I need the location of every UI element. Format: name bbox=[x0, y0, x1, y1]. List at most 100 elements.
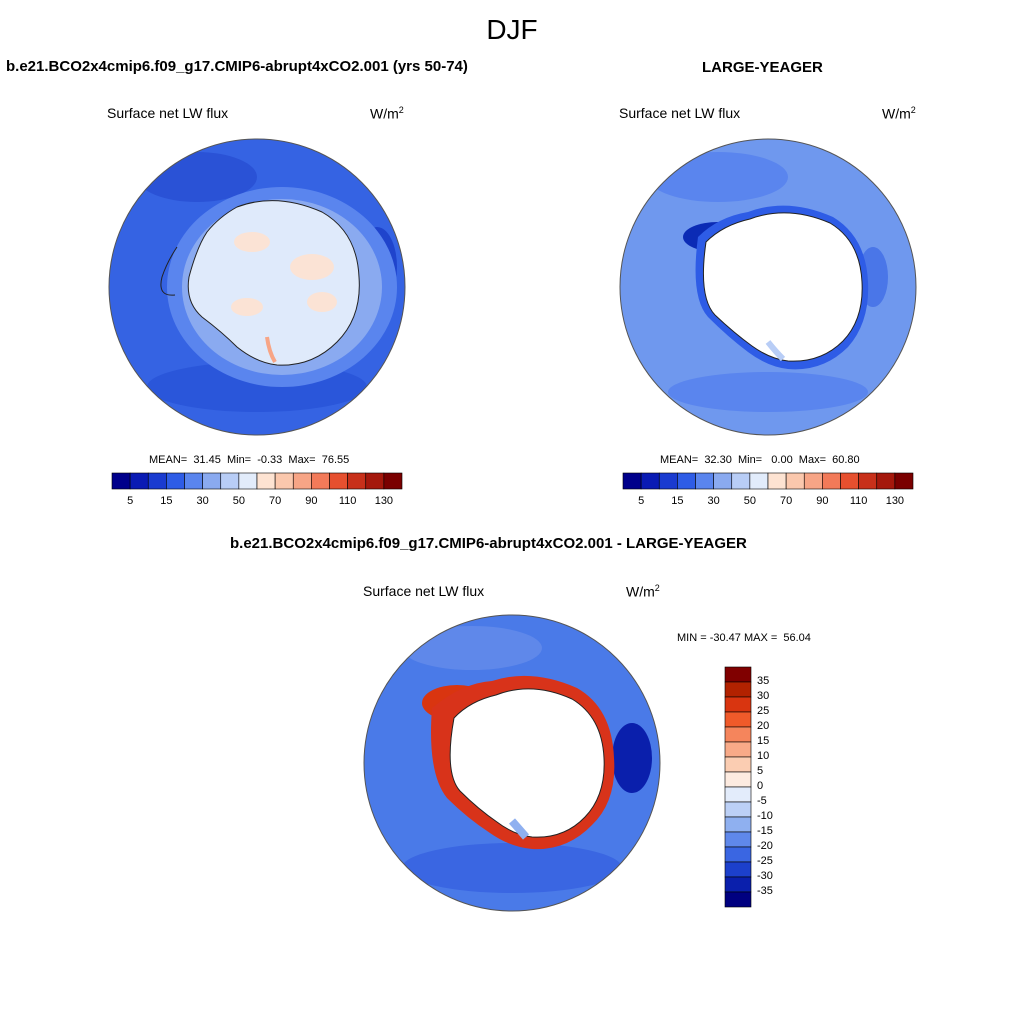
right-colorbar-swatch bbox=[840, 472, 859, 490]
right-panel-title: LARGE-YEAGER bbox=[702, 59, 823, 76]
left-variable-label: Surface net LW flux bbox=[107, 105, 229, 121]
left-colorbar-swatch bbox=[184, 472, 203, 490]
diff-colorbar-tick-label: 20 bbox=[757, 720, 770, 732]
left-colorbar-swatch bbox=[347, 472, 367, 490]
right-colorbar-swatch bbox=[731, 472, 751, 490]
left-stats: MEAN= 31.45 Min= -0.33 Max= 76.55 bbox=[149, 454, 350, 466]
left-colorbar-swatch bbox=[129, 472, 149, 490]
diff-colorbar-swatch bbox=[724, 696, 752, 713]
right-polar-map bbox=[619, 138, 917, 436]
left-colorbar-tick-label: 15 bbox=[160, 495, 173, 507]
left-colorbar-swatch bbox=[329, 472, 348, 490]
diff-units-label: W/m2 bbox=[626, 583, 660, 600]
left-colorbar-swatch bbox=[383, 472, 403, 490]
diff-colorbar-tick-label: 30 bbox=[757, 690, 770, 702]
right-colorbar-swatch bbox=[658, 472, 678, 490]
diff-colorbar-swatch bbox=[724, 861, 752, 878]
left-panel-title: b.e21.BCO2x4cmip6.f09_g17.CMIP6-abrupt4x… bbox=[6, 58, 468, 75]
left-polar-map bbox=[108, 138, 406, 436]
diff-colorbar-tick-label: -15 bbox=[757, 825, 773, 837]
diff-colorbar-tick-label: 0 bbox=[757, 780, 764, 792]
diff-colorbar-tick-label: 15 bbox=[757, 735, 770, 747]
diff-colorbar-swatch bbox=[724, 876, 752, 893]
diff-colorbar-tick-label: -20 bbox=[757, 840, 773, 852]
right-colorbar-swatch bbox=[858, 472, 878, 490]
left-antarctica-landmass bbox=[187, 200, 360, 366]
right-colorbar-swatch bbox=[749, 472, 769, 490]
right-antarctica-landmass bbox=[702, 212, 863, 362]
left-colorbar-swatch bbox=[238, 472, 258, 490]
diff-colorbar-swatch bbox=[724, 801, 752, 818]
left-colorbar-tick-label: 90 bbox=[305, 495, 318, 507]
diff-polar-map bbox=[363, 614, 661, 912]
right-colorbar-tick-label: 30 bbox=[707, 495, 720, 507]
diff-colorbar-tick-label: -25 bbox=[757, 855, 773, 867]
left-colorbar-tick-label: 130 bbox=[374, 495, 394, 507]
figure-title: DJF bbox=[486, 14, 538, 45]
diff-colorbar-tick-label: -10 bbox=[757, 810, 773, 822]
diff-colorbar-tick-label: 25 bbox=[757, 705, 770, 717]
left-colorbar-swatch bbox=[256, 472, 276, 490]
diff-colorbar-swatch bbox=[724, 771, 752, 788]
right-colorbar bbox=[622, 472, 914, 490]
right-colorbar-swatch bbox=[894, 472, 914, 490]
left-units-label: W/m2 bbox=[370, 105, 404, 122]
diff-colorbar-swatch bbox=[724, 711, 752, 728]
diff-colorbar-swatch bbox=[724, 786, 752, 803]
left-colorbar-swatch bbox=[111, 472, 131, 490]
left-colorbar-swatch bbox=[220, 472, 240, 490]
left-colorbar-tick-label: 110 bbox=[338, 495, 357, 507]
left-colorbar-tick-label: 70 bbox=[269, 495, 282, 507]
left-colorbar bbox=[111, 472, 403, 490]
left-colorbar-tick-label: 50 bbox=[232, 495, 245, 507]
left-colorbar-swatch bbox=[274, 472, 294, 490]
diff-colorbar-swatch bbox=[724, 741, 752, 758]
right-colorbar-tick-label: 5 bbox=[638, 495, 645, 507]
right-colorbar-swatch bbox=[622, 472, 642, 490]
diff-colorbar-swatch bbox=[724, 726, 752, 743]
left-colorbar-swatch bbox=[202, 472, 222, 490]
diff-colorbar-swatch bbox=[724, 846, 752, 863]
diff-panel-title: b.e21.BCO2x4cmip6.f09_g17.CMIP6-abrupt4x… bbox=[230, 535, 747, 552]
diff-colorbar-tick-label: -30 bbox=[757, 870, 773, 882]
diff-antarctica-landmass bbox=[449, 688, 605, 838]
diff-colorbar-swatch bbox=[724, 681, 752, 698]
left-colorbar-swatch bbox=[147, 472, 167, 490]
diff-colorbar-swatch bbox=[724, 666, 752, 683]
right-colorbar-swatch bbox=[713, 472, 733, 490]
right-colorbar-tick-label: 70 bbox=[780, 495, 793, 507]
diff-colorbar-tick-label: -35 bbox=[757, 885, 773, 897]
right-variable-label: Surface net LW flux bbox=[619, 105, 741, 121]
right-colorbar-swatch bbox=[695, 472, 714, 490]
diff-colorbar-tick-label: 10 bbox=[757, 750, 770, 762]
right-colorbar-swatch bbox=[822, 472, 841, 490]
right-colorbar-swatch bbox=[876, 472, 896, 490]
left-colorbar-tick-label: 5 bbox=[127, 495, 134, 507]
diff-colorbar-ticks: 35 30 25 20 15 10 5 0 -5 -10 -15 -20 -25 -30 -35 bbox=[757, 667, 797, 907]
right-colorbar-tick-label: 90 bbox=[816, 495, 829, 507]
diff-colorbar-swatch bbox=[724, 891, 752, 908]
right-colorbar-tick-label: 50 bbox=[743, 495, 756, 507]
diff-variable-label: Surface net LW flux bbox=[363, 583, 485, 599]
diff-colorbar-tick-label: 5 bbox=[757, 765, 764, 777]
right-colorbar-swatch bbox=[767, 472, 787, 490]
diff-stats: MIN = -30.47 MAX = 56.04 bbox=[677, 632, 811, 644]
left-colorbar-swatch bbox=[166, 472, 185, 490]
diff-colorbar-swatch bbox=[724, 756, 752, 773]
right-stats: MEAN= 32.30 Min= 0.00 Max= 60.80 bbox=[660, 454, 860, 466]
left-colorbar-ticks: 5 15 30 50 70 90 110 130 bbox=[112, 495, 402, 509]
left-colorbar-swatch bbox=[311, 472, 330, 490]
right-colorbar-swatch bbox=[803, 472, 823, 490]
diff-colorbar-swatch bbox=[724, 831, 752, 848]
right-units-label: W/m2 bbox=[882, 105, 916, 122]
diff-colorbar-swatch bbox=[724, 816, 752, 833]
diff-colorbar bbox=[724, 666, 752, 908]
right-colorbar-tick-label: 110 bbox=[849, 495, 868, 507]
right-colorbar-swatch bbox=[677, 472, 696, 490]
right-colorbar-tick-label: 15 bbox=[671, 495, 684, 507]
right-colorbar-ticks: 5 15 30 50 70 90 110 130 bbox=[623, 495, 913, 509]
right-colorbar-swatch bbox=[785, 472, 805, 490]
left-colorbar-swatch bbox=[365, 472, 385, 490]
left-colorbar-swatch bbox=[292, 472, 312, 490]
diff-colorbar-tick-label: 35 bbox=[757, 675, 770, 687]
